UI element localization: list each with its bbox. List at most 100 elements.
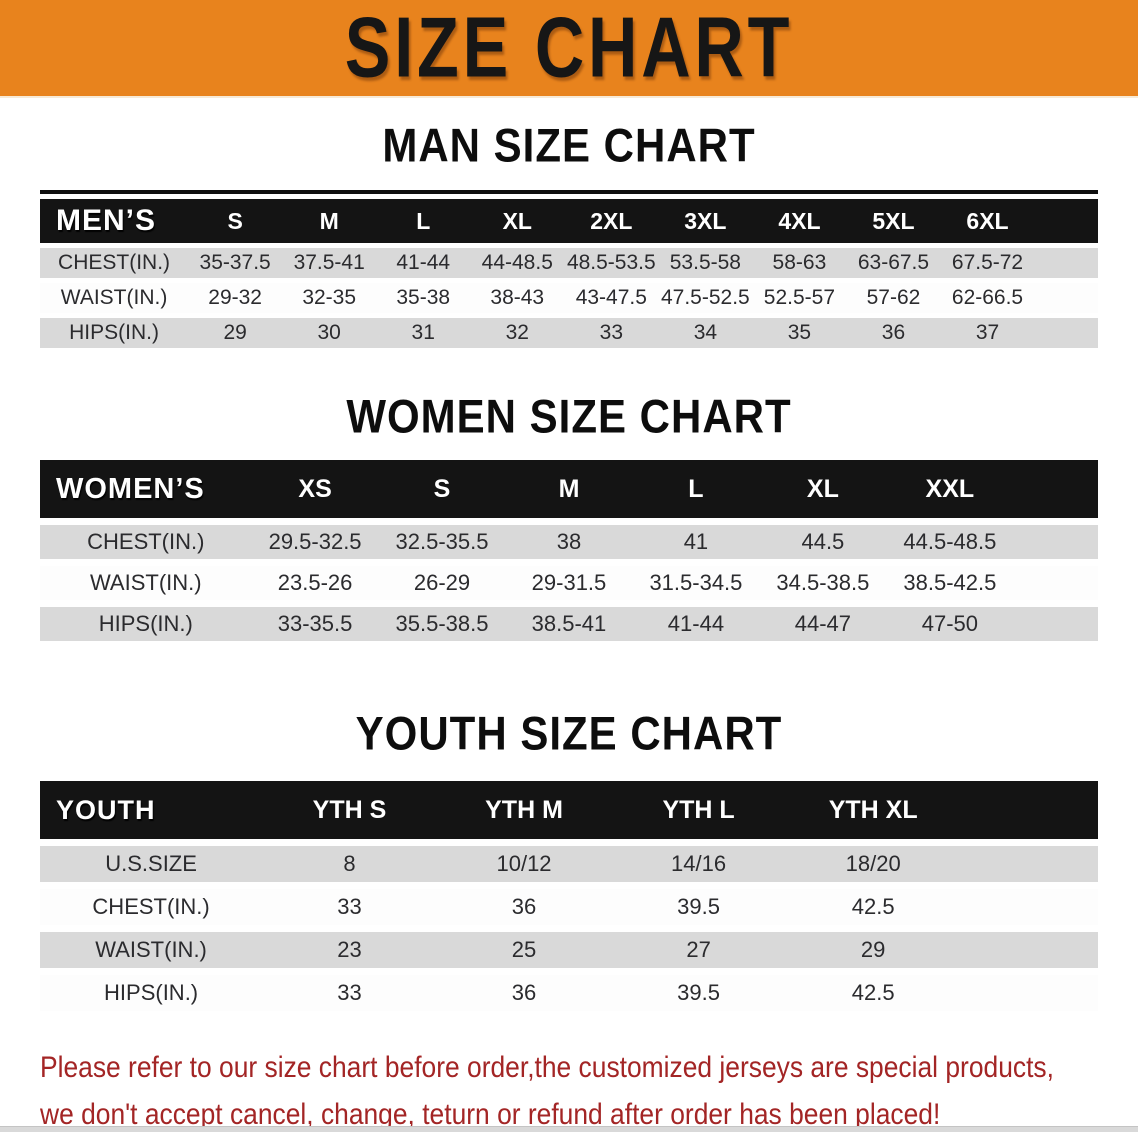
filler-cell: [960, 781, 1098, 839]
table-row: CHEST(IN.) 29.5-32.5 32.5-35.5 38 41 44.5 44.5…: [40, 525, 1098, 559]
men-size-table: MEN’S S M L XL 2XL 3XL 4XL 5XL 6XL CHEST(IN.) 35-37…: [40, 194, 1098, 353]
size-value-cell: 41-44: [667, 611, 725, 636]
table-corner-label: WOMEN’S: [40, 460, 252, 518]
size-column-header: XL: [470, 199, 565, 243]
women-size-section: WOMEN SIZE CHART WOMEN’S XS S M L XL XXL CHEST(…: [40, 390, 1098, 648]
row-label: HIPS(IN.): [98, 611, 193, 636]
size-value-cell: 33: [599, 321, 623, 344]
size-value-cell: 41: [683, 529, 709, 554]
size-value-cell: 33: [337, 980, 362, 1005]
women-size-table: WOMEN’S XS S M L XL XXL CHEST(IN.) 29.5-32.5 32.5…: [40, 453, 1098, 648]
size-value-cell: 33: [337, 894, 362, 919]
size-value-cell: 35-37.5: [199, 251, 271, 274]
size-value-cell: 23: [337, 937, 362, 962]
page-title: SIZE CHART: [344, 0, 794, 96]
size-value-cell: 36: [511, 894, 537, 919]
size-value-cell: 27: [686, 937, 711, 962]
disclaimer-line-1: Please refer to our size chart before or…: [40, 1051, 1054, 1084]
size-value-cell: 47.5-52.5: [660, 286, 750, 309]
row-label: U.S.SIZE: [105, 851, 197, 876]
size-column-header: L: [632, 460, 760, 518]
table-row: CHEST(IN.) 35-37.5 37.5-41 41-44 44-48.5 48.5…: [40, 248, 1098, 278]
size-value-cell: 29-31.5: [531, 570, 607, 595]
size-column-header: M: [282, 199, 377, 243]
row-label: WAIST(IN.): [95, 937, 207, 962]
size-value-cell: 38: [556, 529, 582, 554]
size-value-cell: 62-66.5: [951, 286, 1024, 309]
filler-cell: [1013, 607, 1098, 641]
size-value-cell: 36: [511, 980, 537, 1005]
size-value-cell: 44.5: [801, 529, 845, 554]
size-value-cell: 33-35.5: [277, 611, 353, 636]
size-value-cell: 44.5-48.5: [903, 529, 997, 554]
size-value-cell: 14/16: [671, 851, 727, 876]
filler-cell: [1034, 199, 1098, 243]
size-value-cell: 10/12: [496, 851, 552, 876]
size-value-cell: 31: [411, 321, 435, 344]
size-value-cell: 39.5: [677, 894, 720, 919]
filler-cell: [1035, 283, 1098, 313]
size-value-cell: 32.5-35.5: [395, 529, 489, 554]
man-size-section: MAN SIZE CHART MEN’S S M L XL 2XL 3XL 4XL 5XL 6XL…: [40, 119, 1098, 353]
table-row: HIPS(IN.) 29 30 31 32 33 34 35 36 37: [40, 318, 1098, 348]
row-label: HIPS(IN.): [69, 321, 159, 344]
size-column-header: YTH S: [262, 781, 437, 839]
size-value-cell: 8: [343, 851, 356, 876]
size-column-header: XS: [251, 460, 379, 518]
table-row: HIPS(IN.) 33-35.5 35.5-38.5 38.5-41 41-44 44-…: [40, 607, 1098, 641]
size-value-cell: 23.5-26: [277, 570, 353, 595]
size-value-cell: 53.5-58: [669, 251, 741, 274]
filler-cell: [960, 846, 1098, 882]
size-column-header: 6XL: [940, 199, 1035, 243]
size-value-cell: 63-67.5: [857, 251, 930, 274]
banner: SIZE CHART: [0, 0, 1138, 98]
size-value-cell: 32-35: [302, 286, 357, 309]
disclaimer-line-2: we don't accept cancel, change, teturn o…: [40, 1098, 941, 1131]
size-value-cell: 41-44: [396, 251, 451, 274]
size-column-header: 4XL: [752, 199, 847, 243]
filler-cell: [960, 975, 1098, 1011]
man-size-heading: MAN SIZE CHART: [382, 119, 756, 172]
size-value-cell: 44-47: [794, 611, 852, 636]
size-value-cell: 29-32: [208, 286, 262, 309]
size-value-cell: 58-63: [772, 251, 827, 274]
row-label: CHEST(IN.): [58, 251, 171, 274]
size-value-cell: 44-48.5: [481, 251, 553, 274]
size-value-cell: 34.5-38.5: [776, 570, 870, 595]
size-value-cell: 42.5: [851, 894, 895, 919]
size-charts: MAN SIZE CHART MEN’S S M L XL 2XL 3XL 4XL 5XL 6XL…: [0, 119, 1138, 1138]
table-row: WAIST(IN.) 23.5-26 26-29 29-31.5 31.5-34.5 34…: [40, 566, 1098, 600]
size-value-cell: 18/20: [845, 851, 901, 876]
table-row: WAIST(IN.) 23 25 27 29: [40, 932, 1098, 968]
size-column-header: L: [376, 199, 471, 243]
row-label: HIPS(IN.): [104, 980, 199, 1005]
bottom-strip: [0, 1126, 1138, 1132]
size-value-cell: 34: [693, 321, 718, 344]
table-row: U.S.SIZE 8 10/12 14/16 18/20: [40, 846, 1098, 882]
disclaimer: Please refer to our size chart before or…: [40, 1044, 1098, 1138]
row-label: CHEST(IN.): [87, 529, 205, 554]
table-row: HIPS(IN.) 33 36 39.5 42.5: [40, 975, 1098, 1011]
row-label: WAIST(IN.): [60, 286, 168, 309]
table-corner-label: MEN’S: [40, 199, 189, 243]
size-column-header: 2XL: [564, 199, 659, 243]
size-value-cell: 57-62: [866, 286, 921, 309]
filler-cell: [1035, 248, 1098, 278]
size-column-header: YTH M: [436, 781, 612, 839]
table-header-row: YOUTH YTH S YTH M YTH L YTH XL: [40, 781, 1098, 839]
size-value-cell: 30: [317, 321, 341, 344]
row-label: CHEST(IN.): [92, 894, 210, 919]
size-value-cell: 35: [787, 321, 812, 344]
size-value-cell: 26-29: [413, 570, 471, 595]
size-value-cell: 48.5-53.5: [566, 251, 656, 274]
size-value-cell: 67.5-72: [951, 251, 1024, 274]
filler-cell: [960, 932, 1098, 968]
size-value-cell: 35.5-38.5: [395, 611, 489, 636]
size-value-cell: 38.5-41: [531, 611, 607, 636]
size-column-header: YTH L: [611, 781, 786, 839]
men-table-top-rule: [40, 190, 1098, 194]
youth-size-section: YOUTH SIZE CHART YOUTH YTH S YTH M YTH L YTH…: [40, 707, 1098, 1018]
row-label: WAIST(IN.): [89, 570, 202, 595]
filler-cell: [1013, 566, 1098, 600]
women-size-heading: WOMEN SIZE CHART: [346, 390, 792, 443]
